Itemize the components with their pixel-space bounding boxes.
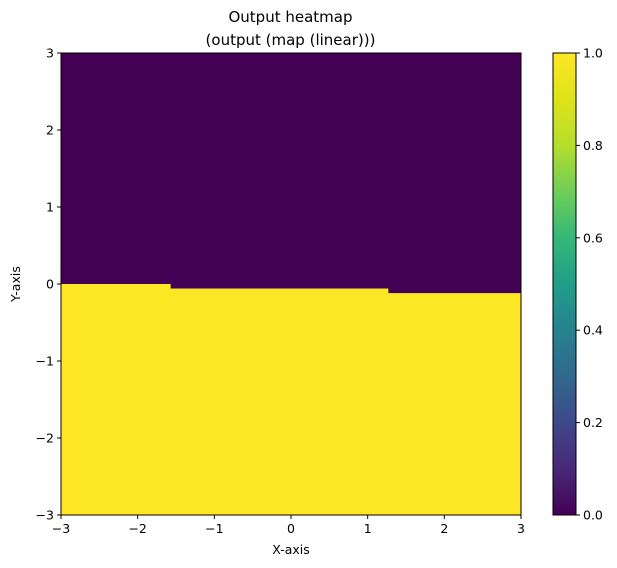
heatmap-region-high-2 xyxy=(170,288,389,515)
colorbar-tick-label: 0.2 xyxy=(583,415,603,430)
y-tick-label: 3 xyxy=(46,46,54,61)
colorbar-tick-label: 0.8 xyxy=(583,138,603,153)
x-tick-label: −3 xyxy=(52,521,70,536)
y-tick-label: −1 xyxy=(36,354,54,369)
chart-title-line2: (output (map (linear))) xyxy=(206,31,376,49)
y-tick-label: 2 xyxy=(46,123,54,138)
colorbar-tick-label: 0.6 xyxy=(583,230,603,245)
heatmap-cells xyxy=(61,53,522,515)
colorbar-ticks: 0.0 0.2 0.4 0.6 0.8 1.0 xyxy=(576,46,603,523)
heatmap-region-high-1 xyxy=(61,284,172,515)
colorbar-tick-label: 0.4 xyxy=(583,323,603,338)
x-tick-label: 0 xyxy=(287,521,295,536)
chart-title-line1: Output heatmap xyxy=(228,8,352,26)
x-axis-ticks: −3 −2 −1 0 1 2 3 xyxy=(52,515,525,536)
colorbar-tick-label: 1.0 xyxy=(583,46,603,61)
y-axis-label: Y-axis xyxy=(8,266,23,303)
x-tick-label: 1 xyxy=(364,521,372,536)
heatmap-region-low-2 xyxy=(170,53,389,289)
heatmap-region-high-3 xyxy=(388,293,522,515)
heatmap-region-low-3 xyxy=(388,53,522,294)
x-tick-label: 2 xyxy=(440,521,448,536)
y-tick-label: 1 xyxy=(46,200,54,215)
heatmap-region-low-1 xyxy=(61,53,172,284)
x-tick-label: −1 xyxy=(205,521,223,536)
y-tick-label: −2 xyxy=(36,431,54,446)
x-tick-label: −2 xyxy=(128,521,146,536)
y-tick-label: −3 xyxy=(36,508,54,523)
colorbar xyxy=(552,52,577,516)
x-tick-label: 3 xyxy=(517,521,525,536)
y-axis-ticks: −3 −2 −1 0 1 2 3 xyxy=(36,46,61,523)
x-axis-label: X-axis xyxy=(272,542,310,557)
colorbar-tick-label: 0.0 xyxy=(583,508,603,523)
y-tick-label: 0 xyxy=(46,277,54,292)
